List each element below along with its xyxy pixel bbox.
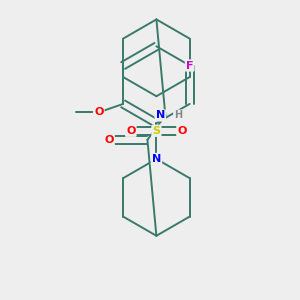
Text: O: O [126, 126, 136, 136]
Text: O: O [94, 107, 104, 117]
Text: N: N [152, 154, 161, 164]
Text: S: S [152, 126, 160, 136]
Text: N: N [156, 110, 165, 120]
Text: F: F [186, 61, 194, 70]
Text: H: H [174, 110, 182, 120]
Text: O: O [177, 126, 187, 136]
Text: O: O [104, 135, 114, 145]
